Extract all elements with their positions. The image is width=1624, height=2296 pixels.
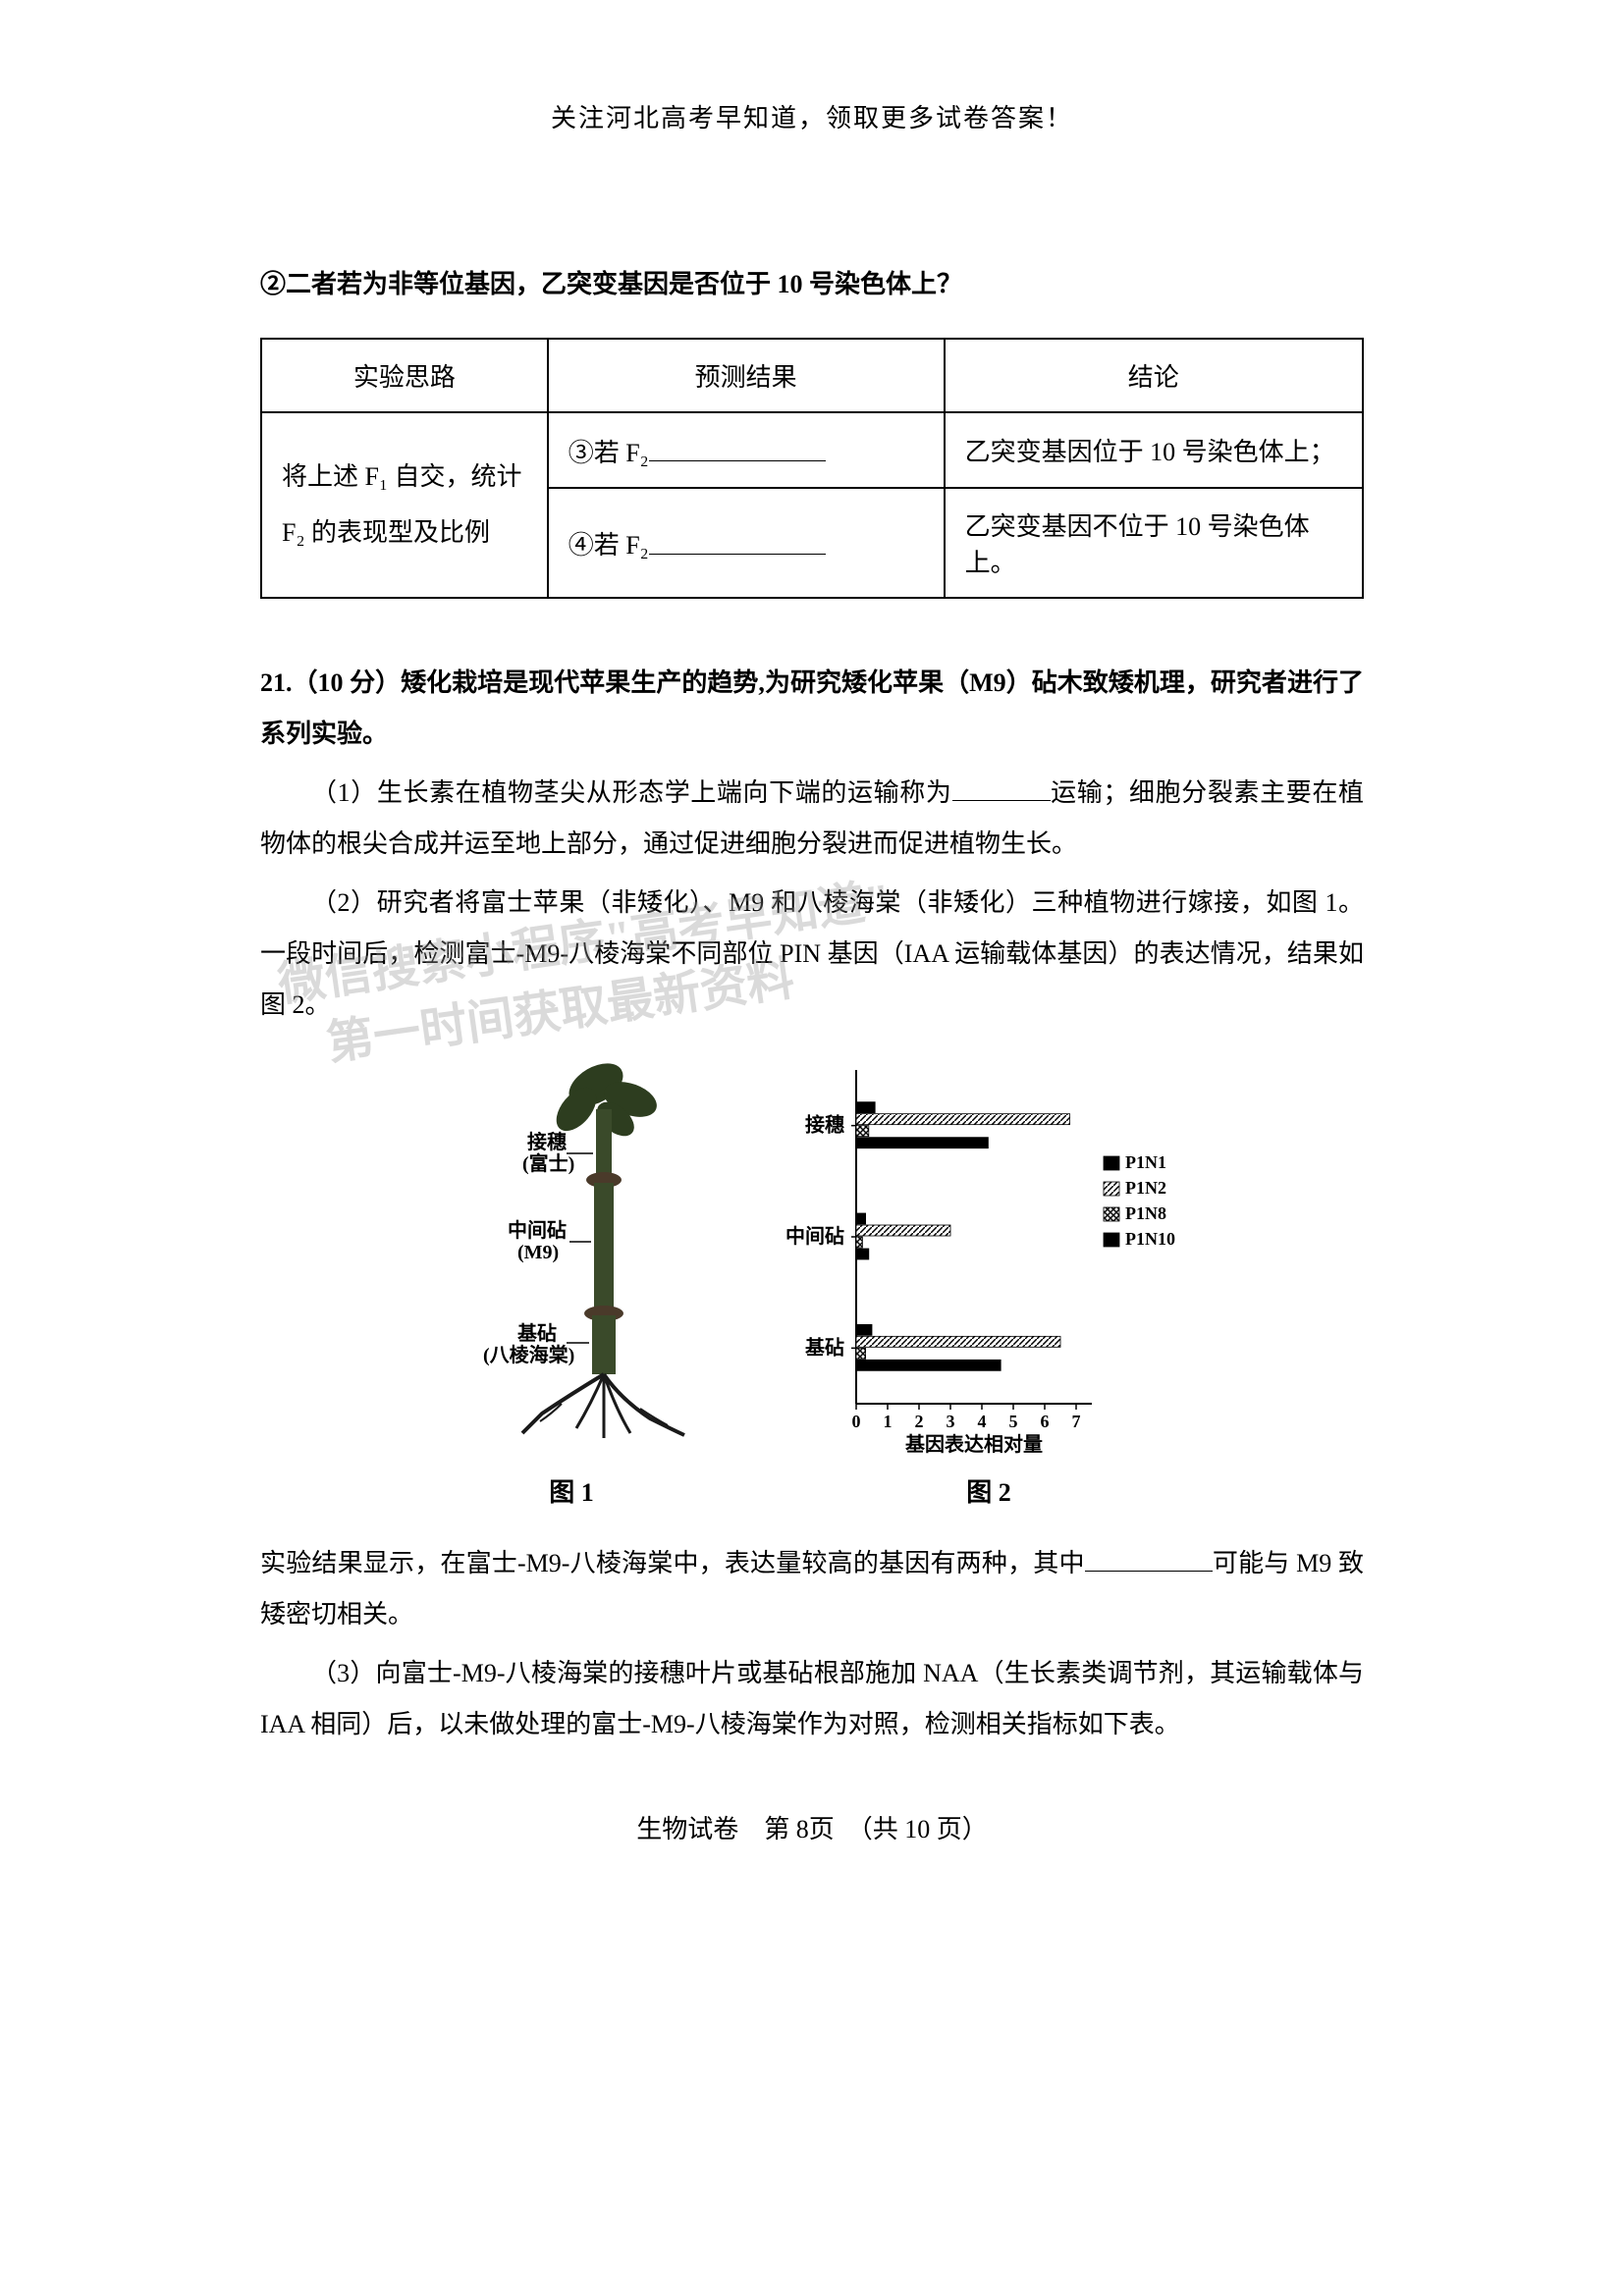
q21-title: 21.（10 分）矮化栽培是现代苹果生产的趋势,为研究矮化苹果（M9）砧木致矮机… [260, 658, 1364, 760]
table-row: 将上述 F₁ 自交，统计 F₂ 的表现型及比例 ③若 F₂ 乙突变基因位于 10… [261, 412, 1363, 488]
svg-text:4: 4 [978, 1412, 987, 1431]
svg-text:(八棱海棠): (八棱海棠) [483, 1343, 574, 1366]
q21-part2: （2）研究者将富士苹果（非矮化）、M9 和八棱海棠（非矮化）三种植物进行嫁接，如… [260, 878, 1364, 1031]
page-header: 关注河北高考早知道，领取更多试卷答案！ [260, 98, 1364, 134]
q21-part1: （1）生长素在植物茎尖从形态学上端向下端的运输称为运输；细胞分裂素主要在植物体的… [260, 768, 1364, 870]
td-conclusion-1: 乙突变基因位于 10 号染色体上； [945, 412, 1363, 488]
figures-container: 接穗 (富士) 中间砧 (M9) 基砧 (八棱海棠) 图 1 [260, 1050, 1364, 1509]
td-predict-1: ③若 F₂ [548, 412, 945, 488]
svg-text:中间砧: 中间砧 [508, 1218, 567, 1242]
svg-text:5: 5 [1009, 1412, 1018, 1431]
figure-1-svg: 接穗 (富士) 中间砧 (M9) 基砧 (八棱海棠) [424, 1050, 719, 1463]
svg-text:P1N10: P1N10 [1125, 1229, 1175, 1249]
svg-text:P1N2: P1N2 [1125, 1178, 1166, 1198]
svg-text:2: 2 [915, 1412, 924, 1431]
svg-text:接穗: 接穗 [805, 1114, 844, 1137]
svg-text:3: 3 [947, 1412, 955, 1431]
page-footer: 生物试卷 第 8页 （共 10 页） [260, 1809, 1364, 1845]
td-predict-2: ④若 F₂ [548, 488, 945, 598]
figure-2-box: 01234567基因表达相对量接穗中间砧基砧P1N1P1N2P1N8P1N10 … [778, 1050, 1200, 1509]
blank-4 [649, 523, 826, 554]
q21-result: 实验结果显示，在富士-M9-八棱海棠中，表达量较高的基因有两种，其中可能与 M9… [260, 1538, 1364, 1640]
svg-text:0: 0 [852, 1412, 861, 1431]
result-prefix: 实验结果显示，在富士-M9-八棱海棠中，表达量较高的基因有两种，其中 [260, 1549, 1085, 1577]
figure-2-caption: 图 2 [966, 1472, 1011, 1509]
svg-text:基砧: 基砧 [805, 1336, 844, 1359]
svg-text:(富士): (富士) [522, 1151, 574, 1175]
svg-text:7: 7 [1072, 1412, 1081, 1431]
q21-part3: （3）向富士-M9-八棱海棠的接穗叶片或基砧根部施加 NAA（生长素类调节剂，其… [260, 1648, 1364, 1750]
experiment-table: 实验思路 预测结果 结论 将上述 F₁ 自交，统计 F₂ 的表现型及比例 ③若 … [260, 338, 1364, 599]
table-header-row: 实验思路 预测结果 结论 [261, 339, 1363, 412]
q20-part2-intro: ②二者若为非等位基因，乙突变基因是否位于 10 号染色体上？ [260, 262, 1364, 308]
svg-text:(M9): (M9) [517, 1242, 559, 1263]
svg-text:基砧: 基砧 [517, 1322, 557, 1345]
svg-text:P1N1: P1N1 [1125, 1152, 1166, 1172]
td-conclusion-2: 乙突变基因不位于 10 号染色体上。 [945, 488, 1363, 598]
predict1-prefix: ③若 F₂ [568, 439, 649, 467]
svg-text:1: 1 [884, 1412, 893, 1431]
svg-text:中间砧: 中间砧 [785, 1224, 844, 1248]
blank-gene [1085, 1546, 1213, 1572]
th-1: 实验思路 [261, 339, 548, 412]
predict2-prefix: ④若 F₂ [568, 532, 649, 561]
q21-p1-prefix: （1）生长素在植物茎尖从形态学上端向下端的运输称为 [311, 778, 952, 807]
q21-title-text: 21.（10 分）矮化栽培是现代苹果生产的趋势,为研究矮化苹果（M9）砧木致矮机… [260, 668, 1364, 748]
svg-text:接穗: 接穗 [527, 1131, 567, 1153]
svg-text:6: 6 [1041, 1412, 1050, 1431]
th-3: 结论 [945, 339, 1363, 412]
blank-3 [649, 431, 826, 461]
figure-1-box: 接穗 (富士) 中间砧 (M9) 基砧 (八棱海棠) 图 1 [424, 1050, 719, 1509]
svg-text:基因表达相对量: 基因表达相对量 [905, 1432, 1043, 1456]
page-container: 关注河北高考早知道，领取更多试卷答案！ ②二者若为非等位基因，乙突变基因是否位于… [0, 0, 1624, 1924]
td-method: 将上述 F₁ 自交，统计 F₂ 的表现型及比例 [261, 412, 548, 598]
th-2: 预测结果 [548, 339, 945, 412]
blank-transport [952, 775, 1051, 801]
figure-2-svg: 0 1 2 3 4 5 6 7 基因表达相对量 接穗中间砧基砧 P1N1 P1N2 P1N8 P1N10 [778, 1050, 1200, 1463]
figure-1-caption: 图 1 [549, 1472, 594, 1509]
svg-text:P1N8: P1N8 [1125, 1203, 1166, 1223]
